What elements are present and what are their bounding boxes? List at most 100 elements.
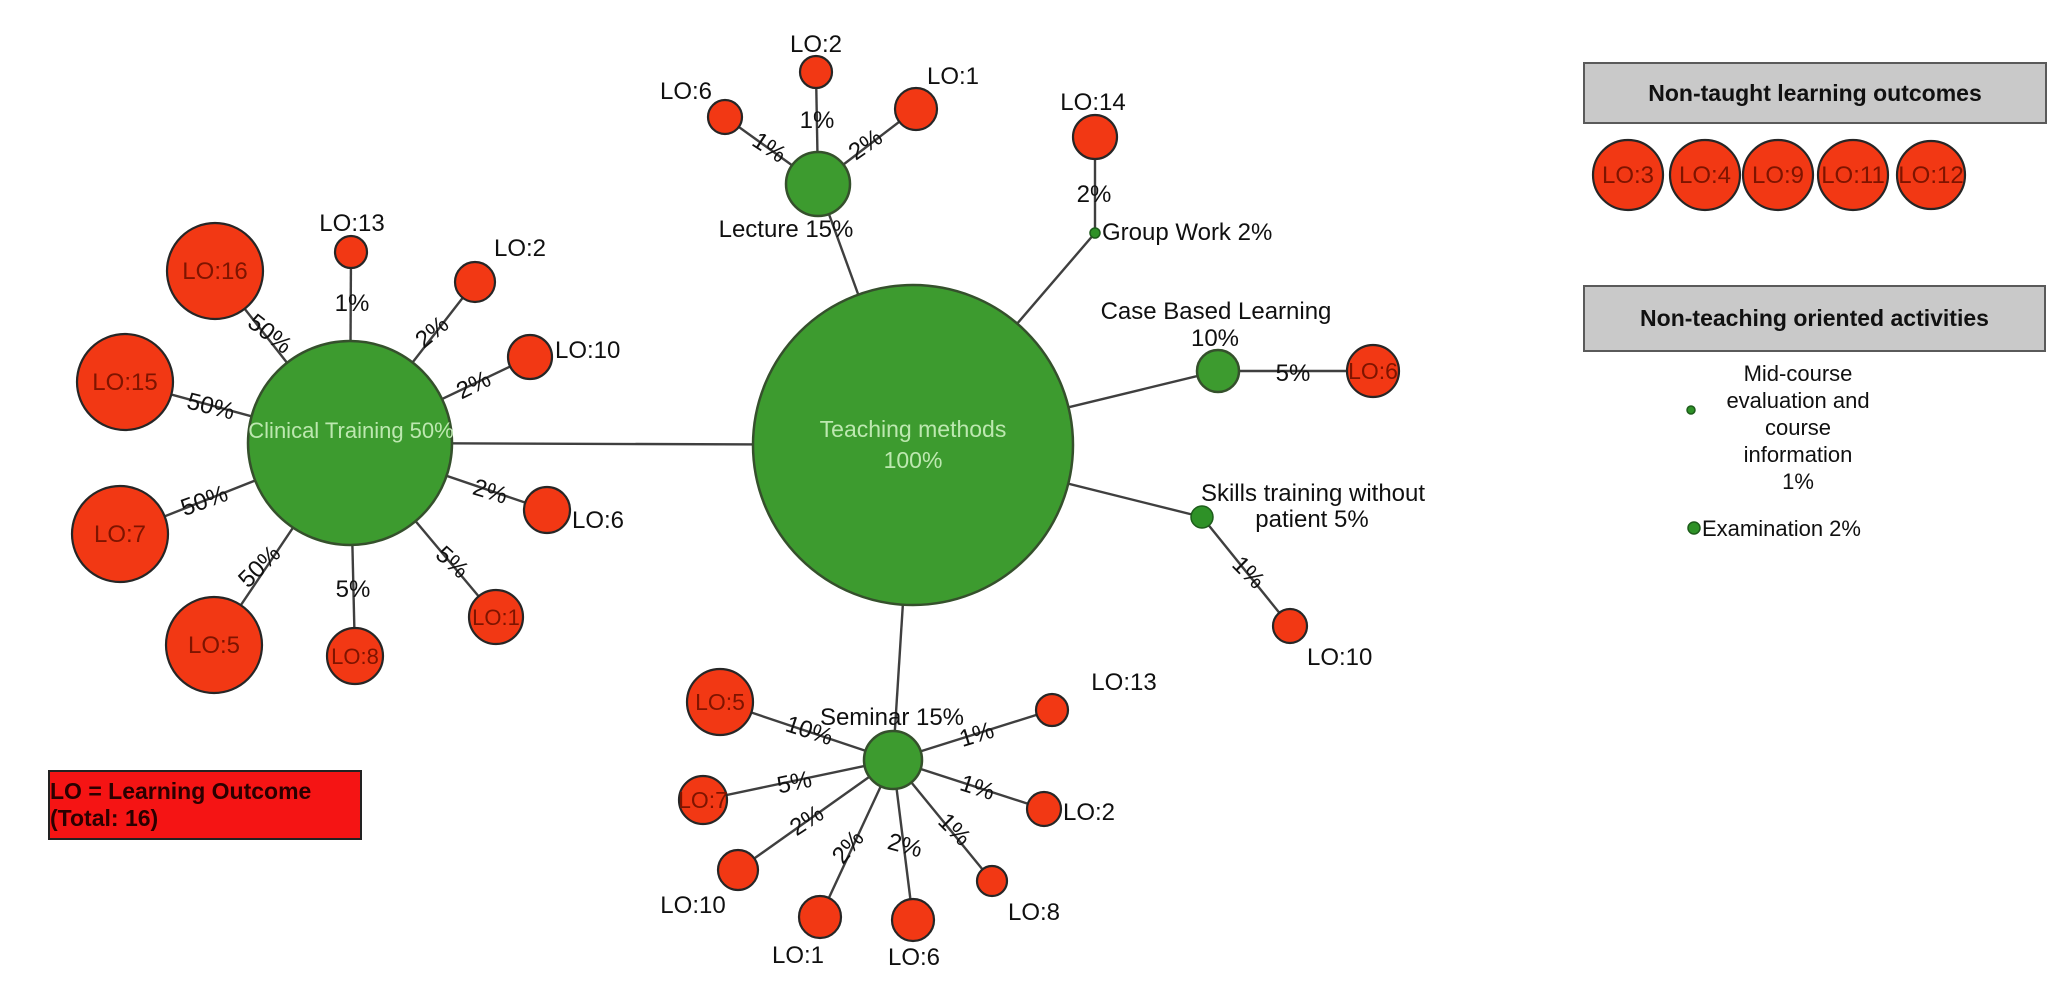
label-10-: 10% (1191, 325, 1239, 352)
edge-skills-lo10s (1201, 516, 1291, 627)
node-lo15 (75, 332, 175, 432)
label-5-: 5% (336, 576, 371, 603)
node-lo5s (685, 667, 755, 737)
non-teaching-panel-label: Non-teaching oriented activities (1640, 305, 1989, 331)
label-lo-14: LO:14 (1060, 89, 1125, 116)
legend-box: LO = Learning Outcome (Total: 16) (48, 770, 362, 840)
node-lo8c (325, 626, 385, 686)
node-lo10c (506, 333, 554, 381)
label-2-: 2% (470, 474, 511, 510)
label-lo-10: LO:10 (660, 892, 725, 919)
node-lecture (784, 150, 852, 218)
label-lo-6: LO:6 (888, 944, 940, 971)
label-patient-5-: patient 5% (1255, 506, 1368, 533)
label-lo-3: LO:3 (1602, 162, 1654, 189)
label-5-: 5% (775, 766, 815, 800)
node-examdot (1687, 521, 1701, 535)
mid-course-line-4: 1% (1782, 469, 1814, 494)
node-lo2l (798, 54, 834, 90)
node-lo5c (164, 595, 264, 695)
node-lo12p (1895, 139, 1967, 211)
label-lo-12: LO:12 (1898, 162, 1963, 189)
label-lo-1: LO:1 (472, 605, 520, 630)
label-lecture-15-: Lecture 15% (719, 216, 854, 243)
label-teaching-methods: Teaching methods (820, 416, 1007, 442)
label-5-: 5% (1276, 360, 1311, 387)
node-lo1s (797, 894, 843, 940)
label-lo-6: LO:6 (572, 507, 624, 534)
label-lo-15: LO:15 (92, 369, 157, 396)
node-lo2s (1025, 790, 1063, 828)
node-lo2c (453, 260, 497, 304)
examination-activity: Examination 2% (1702, 516, 1861, 541)
node-lo1l (893, 86, 939, 132)
label-2-: 2% (1077, 181, 1112, 208)
node-lo13s (1034, 692, 1070, 728)
node-seminar (862, 729, 924, 791)
non-taught-panel-label: Non-taught learning outcomes (1648, 79, 1982, 106)
label-lo-1: LO:1 (927, 63, 979, 90)
label-lo-6: LO:6 (660, 78, 712, 105)
mid-course-line-3: course information (1743, 415, 1853, 467)
node-lo14 (1071, 113, 1119, 161)
label-lo-4: LO:4 (1679, 162, 1731, 189)
label-lo-5: LO:5 (695, 689, 745, 715)
label-clinical-training-50-: Clinical Training 50% (248, 418, 453, 443)
label-2-: 2% (827, 825, 870, 869)
label-1-: 1% (957, 770, 998, 806)
label-case-based-learning: Case Based Learning (1101, 298, 1332, 325)
node-lo16 (165, 221, 265, 321)
non-taught-panel-title: Non-taught learning outcomes (1583, 62, 2047, 124)
label-lo-10: LO:10 (1307, 644, 1372, 671)
node-groupwork (1089, 227, 1101, 239)
label-lo-5: LO:5 (188, 632, 240, 659)
node-lo3p (1591, 138, 1665, 212)
node-lo6s (890, 897, 936, 943)
node-cbl (1195, 348, 1241, 394)
label-lo-6: LO:6 (1348, 358, 1398, 384)
label-2-: 2% (885, 828, 925, 863)
non-teaching-panel-title: Non-teaching oriented activities (1583, 285, 2046, 352)
label-2-: 2% (785, 800, 829, 842)
label-skills-training-without: Skills training without (1201, 480, 1425, 507)
mid-course-line-2: evaluation and (1726, 388, 1870, 413)
node-lo8s (975, 864, 1009, 898)
node-lo1c (467, 588, 525, 646)
label-lo-13: LO:13 (319, 210, 384, 237)
label-lo-13: LO:13 (1091, 669, 1156, 696)
node-lo10se (716, 848, 760, 892)
label-lo-2: LO:2 (1063, 799, 1115, 826)
node-lo13c (333, 234, 369, 270)
label-lo-1: LO:1 (772, 942, 824, 969)
node-lo9p (1741, 138, 1815, 212)
node-lo6c2 (522, 485, 572, 535)
label-lo-9: LO:9 (1752, 162, 1804, 189)
label-50-: 50% (177, 480, 231, 522)
edge-seminar-lo10se (737, 759, 894, 871)
node-lo7c (70, 484, 170, 584)
node-lo11p (1816, 138, 1890, 212)
label-seminar-15-: Seminar 15% (820, 704, 964, 731)
label-lo-8: LO:8 (331, 644, 379, 669)
edge-seminar-lo7s (702, 758, 894, 802)
label-lo-11: LO:11 (1821, 162, 1885, 189)
label-50-: 50% (184, 388, 237, 426)
node-clinical (246, 339, 454, 547)
label-lo-8: LO:8 (1008, 899, 1060, 926)
node-lo6l (706, 98, 744, 136)
mid-course-line-1: Mid-course (1743, 361, 1853, 386)
node-teaching (751, 283, 1075, 607)
label-1-: 1% (1226, 551, 1270, 595)
label-lo-7: LO:7 (678, 787, 728, 813)
node-lo6cb (1345, 343, 1401, 399)
label-lo-7: LO:7 (94, 521, 146, 548)
legend-label: LO = Learning Outcome (Total: 16) (50, 778, 312, 831)
mid-course-activity: Mid-course evaluation and course informa… (1713, 360, 1883, 495)
label-100-: 100% (884, 447, 943, 473)
node-middot (1686, 405, 1696, 415)
label-1-: 1% (747, 127, 791, 169)
node-lo10s (1271, 607, 1309, 645)
label-lo-16: LO:16 (182, 258, 247, 285)
